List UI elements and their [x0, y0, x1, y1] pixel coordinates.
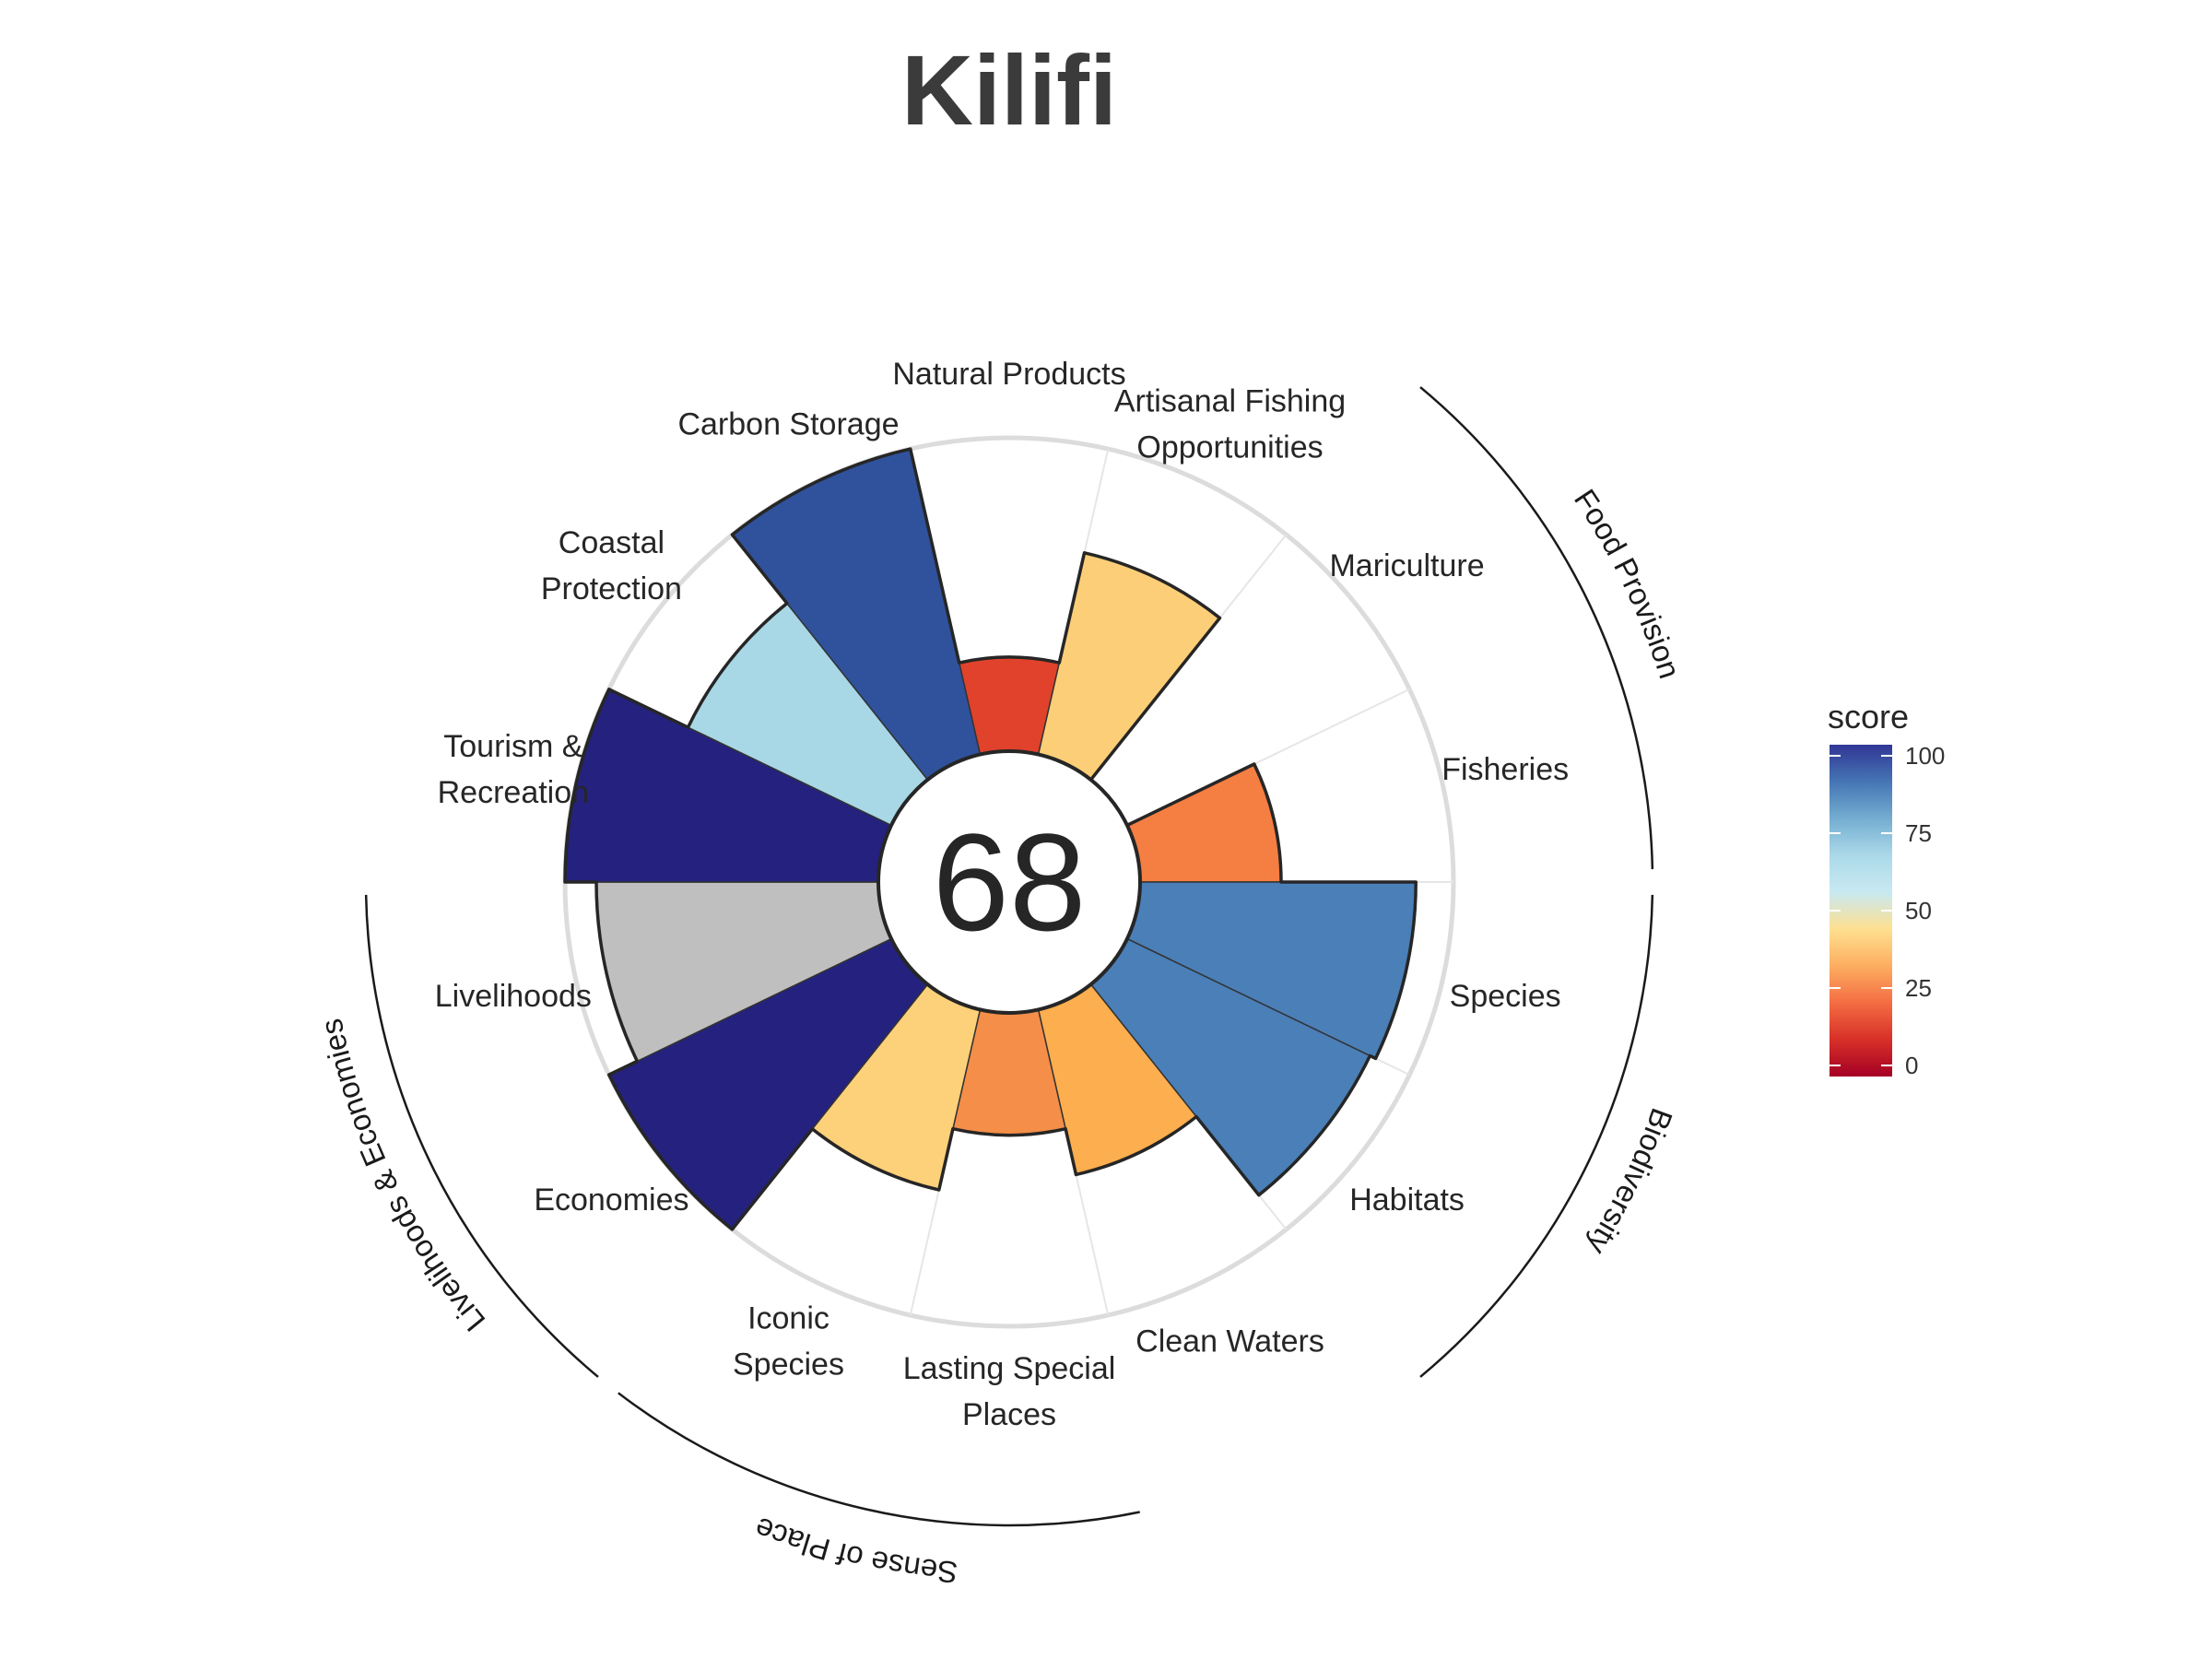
goal-label-carbon-storage: Carbon Storage — [677, 407, 899, 442]
group-arc-sense-of-place — [618, 1392, 1140, 1527]
legend-title: score — [1828, 698, 1909, 735]
group-label-biodiversity: Biodiversity — [1581, 1104, 1680, 1261]
goal-label-economies: Economies — [534, 1182, 688, 1218]
group-arc-livelihoods-and-economies — [364, 894, 599, 1378]
score-legend: score 0 25 50 75 100 — [1828, 698, 1945, 1079]
group-label-food-provision: Food Provision — [1568, 483, 1688, 682]
petal-artisanal-fishing-opportunities — [1037, 552, 1221, 781]
group-label-sense-of-place: Sense of Place — [750, 1511, 959, 1590]
goal-label-natural-products: Natural Products — [892, 357, 1125, 392]
goal-label-tourism-and-recreation: Tourism & Recreation — [438, 729, 589, 810]
goal-label-lasting-special-places: Lasting Special Places — [903, 1351, 1116, 1432]
center-circle — [877, 749, 1142, 1015]
chart-title: Kilifi — [901, 34, 1117, 146]
group-arc-biodiversity — [1419, 894, 1654, 1378]
goal-label-mariculture: Mariculture — [1329, 548, 1484, 583]
group-arc-food-provision — [1419, 386, 1654, 870]
legend-tick-label: 0 — [1905, 1052, 1918, 1079]
goal-label-coastal-protection: Coastal Protection — [541, 525, 682, 606]
goal-label-artisanal-fishing-opportunities: Artisanal Fishing Opportunities — [1114, 384, 1346, 465]
goal-label-livelihoods: Livelihoods — [435, 979, 592, 1014]
petal-fisheries — [1126, 763, 1282, 883]
goal-label-iconic-species: Iconic Species — [733, 1300, 844, 1382]
legend-tick-label: 50 — [1905, 897, 1932, 924]
group-label-livelihoods-and-economies: Livelihoods & Economies — [313, 1016, 491, 1337]
goal-label-species: Species — [1450, 979, 1561, 1014]
legend-tick-label: 100 — [1905, 742, 1945, 770]
legend-tick-label: 75 — [1905, 819, 1932, 847]
goal-label-clean-waters: Clean Waters — [1135, 1324, 1324, 1359]
legend-tick-label: 25 — [1905, 974, 1932, 1002]
goal-label-habitats: Habitats — [1349, 1182, 1465, 1218]
center-score: 68 — [933, 805, 1087, 959]
goal-label-fisheries: Fisheries — [1441, 752, 1569, 787]
